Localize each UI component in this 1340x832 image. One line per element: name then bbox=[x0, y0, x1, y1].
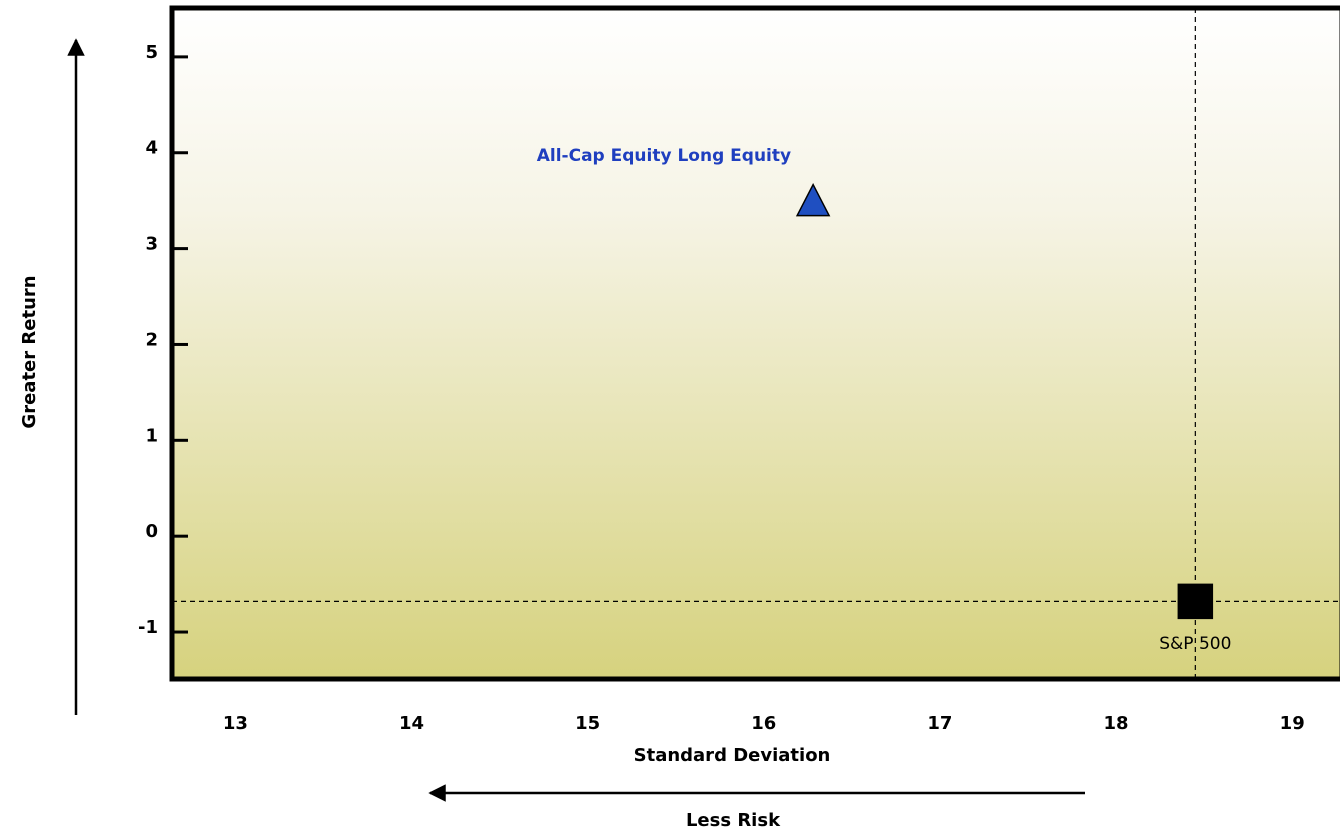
x-tick-label: 15 bbox=[575, 713, 600, 734]
x-tick-label: 13 bbox=[223, 713, 248, 734]
x-tick-label: 14 bbox=[399, 713, 424, 734]
x-tick-label: 16 bbox=[751, 713, 776, 734]
point-label: All-Cap Equity Long Equity bbox=[536, 145, 792, 166]
x-tick-label: 17 bbox=[927, 713, 952, 734]
x-tick-label: 19 bbox=[1280, 713, 1305, 734]
y-tick-label: 5 bbox=[145, 42, 158, 63]
y-tick-label: 0 bbox=[145, 521, 158, 542]
x-axis-label: Standard Deviation bbox=[634, 745, 831, 766]
point-marker bbox=[795, 182, 831, 217]
y-axis-label: Greater Return bbox=[19, 275, 40, 428]
y-tick-label: 2 bbox=[145, 329, 158, 350]
y-tick-label: -1 bbox=[138, 617, 158, 638]
x-annotation: Less Risk bbox=[686, 810, 781, 831]
plot-border bbox=[169, 5, 1340, 682]
y-tick-label: 3 bbox=[145, 234, 158, 255]
x-tick-label: 18 bbox=[1104, 713, 1129, 734]
y-tick-label: 4 bbox=[145, 138, 158, 159]
y-tick-label: 1 bbox=[145, 425, 158, 446]
plot-background bbox=[172, 8, 1340, 679]
point-label: S&P 500 bbox=[1159, 634, 1232, 655]
point-marker bbox=[1177, 583, 1214, 620]
